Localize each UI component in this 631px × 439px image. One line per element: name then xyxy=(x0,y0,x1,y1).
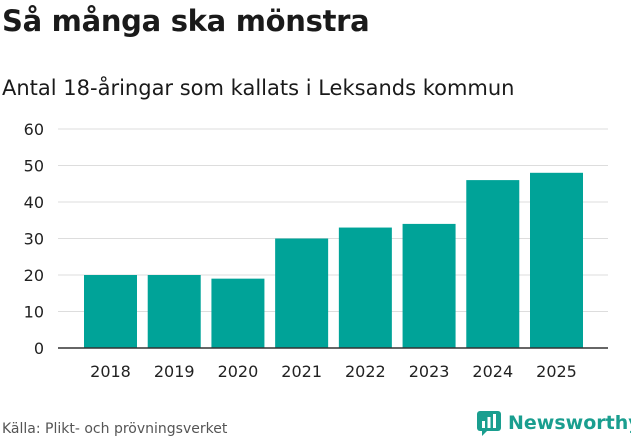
y-tick-label: 0 xyxy=(34,339,44,358)
y-axis-ticks: 0 10 20 30 40 50 60 xyxy=(24,120,44,358)
x-tick-label: 2022 xyxy=(345,362,386,381)
x-tick-label: 2018 xyxy=(90,362,131,381)
source-note: Källa: Plikt- och prövningsverket xyxy=(2,421,228,437)
x-axis-ticks: 2018 2019 2020 2021 2022 2023 2024 2025 xyxy=(90,362,577,381)
gridlines xyxy=(58,128,608,312)
x-tick-label: 2023 xyxy=(409,362,450,381)
y-tick-label: 10 xyxy=(24,303,44,322)
bar-2018[interactable] xyxy=(84,275,137,348)
chart-title: Så många ska mönstra xyxy=(2,4,370,38)
y-tick-label: 20 xyxy=(24,266,44,285)
bars xyxy=(84,172,583,349)
x-tick-label: 2024 xyxy=(472,362,513,381)
bar-2025[interactable] xyxy=(530,172,583,348)
bar-2024[interactable] xyxy=(466,180,520,348)
bar-2022[interactable] xyxy=(338,227,392,348)
bar-2021[interactable] xyxy=(275,238,329,349)
chart-subtitle: Antal 18-åringar som kallats i Leksands … xyxy=(2,76,515,100)
brand-name: Newsworthy xyxy=(508,412,631,434)
newsworthy-logo-icon xyxy=(477,411,501,436)
x-tick-label: 2021 xyxy=(281,362,322,381)
y-tick-label: 50 xyxy=(24,157,44,176)
y-tick-label: 60 xyxy=(24,120,44,139)
x-tick-label: 2025 xyxy=(536,362,577,381)
x-tick-label: 2019 xyxy=(154,362,195,381)
bar-2020[interactable] xyxy=(211,278,265,348)
brand-logo: Newsworthy xyxy=(476,410,631,436)
y-tick-label: 30 xyxy=(24,230,44,249)
x-tick-label: 2020 xyxy=(218,362,259,381)
bar-2023[interactable] xyxy=(402,223,456,348)
bar-2019[interactable] xyxy=(147,275,201,348)
y-tick-label: 40 xyxy=(24,193,44,212)
